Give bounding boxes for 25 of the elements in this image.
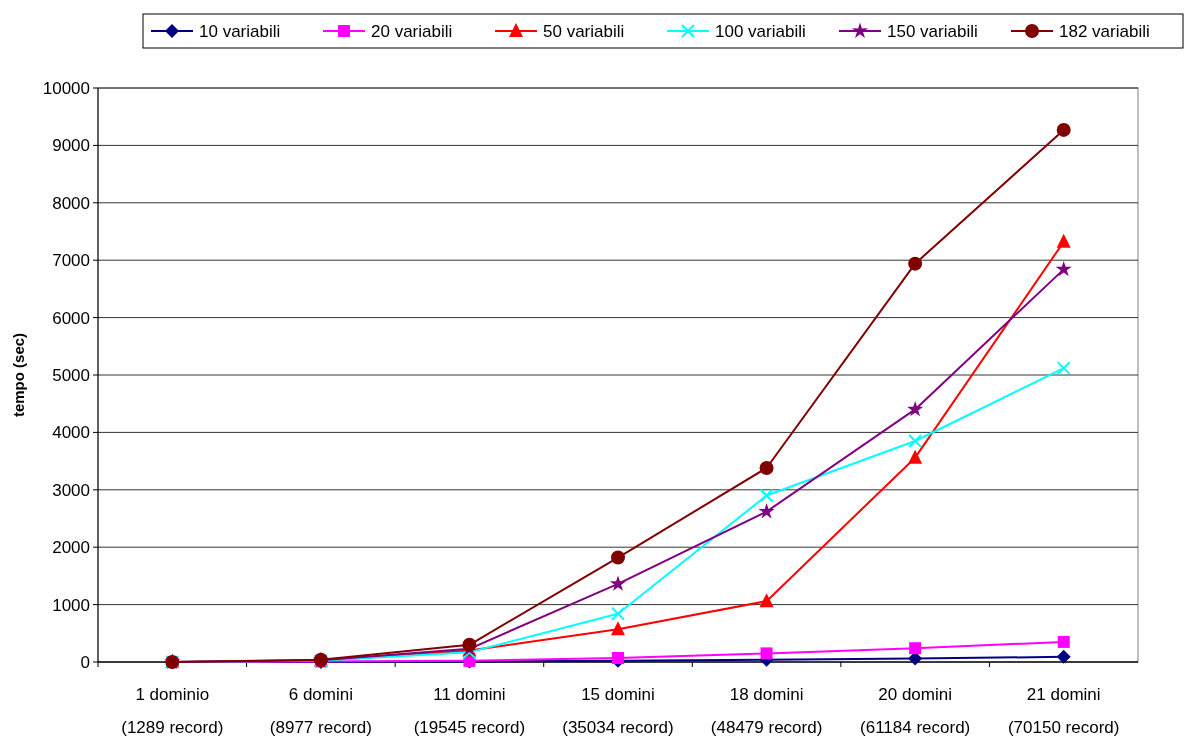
- y-tick-label: 3000: [52, 480, 90, 500]
- legend-label: 150 variabili: [887, 21, 978, 41]
- legend-label: 10 variabili: [199, 21, 281, 41]
- x-tick-label: 21 domini (70150 record): [1007, 685, 1120, 737]
- y-tick-label: 6000: [52, 308, 90, 328]
- y-tick-label: 8000: [52, 193, 90, 213]
- x-tick-label: 15 domini (35034 record): [562, 685, 674, 737]
- y-axis-title: tempo (sec): [10, 332, 27, 418]
- x-tick-label: 1 dominio (1289 record): [121, 685, 224, 737]
- y-tick-label: 10000: [42, 78, 90, 98]
- legend-label: 50 variabili: [543, 21, 625, 41]
- y-tick-label: 9000: [52, 136, 90, 156]
- y-tick-label: 7000: [52, 251, 90, 271]
- x-tick-label: 18 domini (48479 record): [710, 685, 823, 737]
- x-tick-label: 20 domini (61184 record): [860, 685, 971, 737]
- legend-label: 182 variabili: [1059, 21, 1150, 41]
- y-tick-label: 2000: [52, 538, 90, 558]
- x-tick-label: 6 domini (8977 record): [269, 685, 372, 737]
- y-tick-label: 4000: [52, 423, 90, 443]
- legend-label: 20 variabili: [371, 21, 453, 41]
- x-tick-label: 11 domini (19545 record): [413, 685, 526, 737]
- y-tick-label: 5000: [52, 365, 90, 385]
- legend-label: 100 variabili: [715, 21, 806, 41]
- y-tick-label: 0: [80, 652, 90, 672]
- y-tick-label: 1000: [52, 595, 90, 615]
